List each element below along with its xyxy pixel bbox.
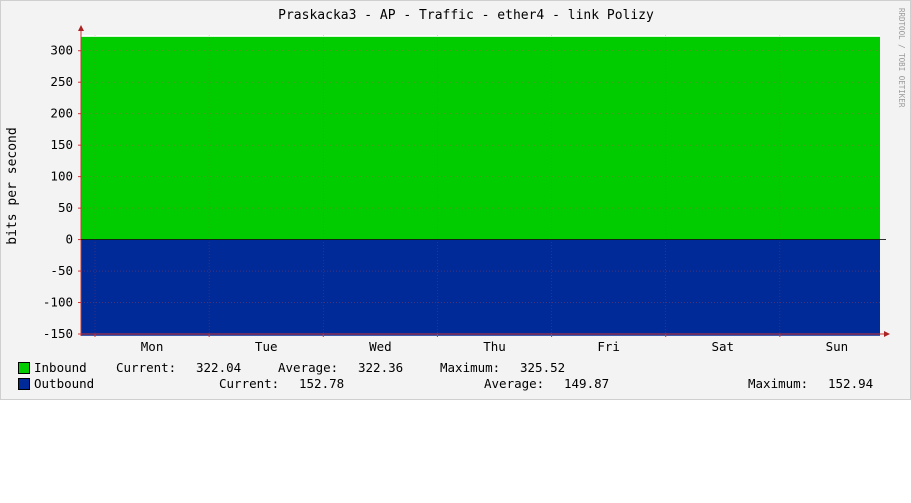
legend-outbound: Outbound Current: 152.78 Average: 149.87…	[18, 377, 908, 391]
y-tick-label: -100	[43, 295, 73, 310]
y-tick-label: 300	[50, 43, 73, 58]
outbound-current: 152.78	[299, 376, 345, 391]
inbound-average-label: Average:	[278, 360, 339, 375]
outbound-swatch	[18, 378, 30, 390]
inbound-current-label: Current:	[116, 360, 177, 375]
x-tick-label: Wed	[369, 339, 392, 354]
y-tick-label: 200	[50, 106, 73, 121]
y-tick-label: 250	[50, 74, 73, 89]
x-axis-arrow	[884, 331, 890, 337]
y-tick-label: -150	[43, 326, 73, 341]
inbound-maximum-label: Maximum:	[440, 360, 501, 375]
inbound-name: Inbound	[34, 360, 87, 375]
plot-area: 300 250 200 150 100 50 0 -50 -100 -150 Mon Tue Wed Th…	[43, 25, 890, 354]
y-tick-label: -50	[50, 263, 73, 278]
x-tick-label: Sun	[826, 339, 849, 354]
x-tick-label: Mon	[141, 339, 164, 354]
outbound-average-label: Average:	[484, 376, 545, 391]
inbound-swatch	[18, 362, 30, 374]
inbound-average: 322.36	[358, 360, 404, 375]
y-tick-label: 100	[50, 169, 73, 184]
inbound-maximum: 325.52	[520, 360, 566, 375]
y-tick-label: 150	[50, 137, 73, 152]
outbound-name: Outbound	[34, 376, 95, 391]
traffic-chart: Praskacka3 - AP - Traffic - ether4 - lin…	[5, 8, 906, 354]
outbound-maximum-label: Maximum:	[748, 376, 809, 391]
inbound-current: 322.04	[196, 360, 242, 375]
x-tick-label: Tue	[255, 339, 278, 354]
area-inbound	[81, 36, 880, 240]
chart-title: Praskacka3 - AP - Traffic - ether4 - lin…	[278, 8, 654, 23]
outbound-current-label: Current:	[219, 376, 280, 391]
rrdtool-watermark: RRDTOOL / TOBI OETIKER	[897, 8, 906, 108]
x-tick-label: Thu	[483, 339, 506, 354]
area-outbound	[81, 239, 880, 336]
y-axis-arrow	[78, 25, 84, 31]
x-tick-label: Sat	[711, 339, 734, 354]
legend-inbound: Inbound Current: 322.04 Average: 322.36 …	[18, 361, 908, 375]
y-tick-label: 50	[58, 200, 73, 215]
y-axis-label: bits per second	[5, 127, 20, 244]
x-tick-label: Fri	[597, 339, 620, 354]
outbound-average: 149.87	[564, 376, 610, 391]
outbound-maximum: 152.94	[828, 376, 874, 391]
y-tick-label: 0	[65, 232, 73, 247]
